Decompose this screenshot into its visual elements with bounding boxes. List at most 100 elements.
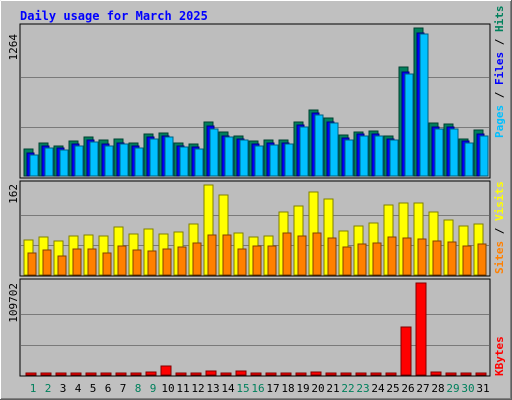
visits-sites-bar-17 [267,245,277,276]
x-tick-label-22: 22 [341,382,354,395]
visits-sites-bar-26 [402,237,412,276]
x-tick-label-12: 12 [191,382,204,395]
visits-sites-bar-31 [477,243,487,276]
visits-sites-bar-8 [132,249,142,276]
visits-sites-bar-27 [417,238,427,276]
hits-pages-bar-14 [224,136,234,177]
visits-sites-bar-4 [72,248,82,276]
kbytes-kbytes-bar-18 [280,372,292,376]
x-tick-label-23: 23 [356,382,369,395]
hits-pages-bar-26 [404,73,414,177]
hits-legend: Pages / Files / Hits [493,6,506,139]
hits-pages-bar-16 [254,145,264,177]
visits-sites-bar-21 [327,237,337,276]
x-tick-label-31: 31 [476,382,489,395]
visits-sites-bar-9 [147,250,157,276]
kbytes-kbytes-bar-24 [370,372,382,376]
x-tick-label-7: 7 [120,382,127,395]
x-tick-label-26: 26 [401,382,414,395]
x-tick-label-29: 29 [446,382,459,395]
hits-pages-bar-15 [239,139,249,177]
hits-pages-bar-9 [149,138,159,177]
kbytes-kbytes-bar-26 [400,326,412,376]
legend-visits: Visits [493,181,506,221]
hits-pages-bar-13 [209,128,219,177]
x-tick-label-2: 2 [45,382,52,395]
kbytes-kbytes-bar-27 [415,282,427,376]
hits-pages-bar-28 [434,128,444,177]
visits-sites-bar-7 [117,245,127,276]
hits-pages-bar-30 [464,142,474,177]
kbytes-panel [19,278,491,377]
kbytes-max-label: 109702 [7,283,20,323]
bars-layer [23,27,489,376]
legend-sites: Sites [493,241,506,274]
kbytes-kbytes-bar-7 [115,372,127,376]
visits-sites-bar-30 [462,245,472,276]
visits-sites-bar-6 [102,252,112,276]
hits-pages-bar-19 [299,126,309,177]
visits-sites-bar-5 [87,248,97,276]
hits-pages-bar-1 [29,154,39,177]
legend-hits: Hits [493,6,506,33]
x-tick-label-14: 14 [221,382,235,395]
hits-pages-bar-8 [134,147,144,177]
kbytes-kbytes-bar-30 [460,372,472,376]
hits-pages-bar-12 [194,148,204,177]
x-tick-label-10: 10 [161,382,174,395]
x-axis-labels: 1 2 3 4 5 6 7 8 9 10 11 12 13 14 15 16 17 18 19 20 21 22 23 24 2… [30,382,490,395]
visits-sites-bar-12 [192,242,202,276]
kbytes-kbytes-bar-28 [430,371,442,376]
hits-pages-bar-25 [389,139,399,177]
hits-pages-bar-21 [329,122,339,177]
hits-pages-bar-4 [74,145,84,177]
x-tick-label-15: 15 [236,382,249,395]
visits-sites-bar-19 [297,235,307,276]
kbytes-kbytes-bar-14 [220,372,232,376]
x-tick-label-1: 1 [30,382,37,395]
chart-title: Daily usage for March 2025 [20,9,208,23]
visits-sites-bar-2 [42,249,52,276]
kbytes-kbytes-bar-6 [100,372,112,376]
visits-sites-bar-15 [237,248,247,276]
x-tick-label-5: 5 [90,382,97,395]
kbytes-kbytes-bar-12 [190,372,202,376]
kbytes-kbytes-bar-23 [355,372,367,376]
legend-pages: Pages [493,105,506,138]
hits-pages-bar-10 [164,136,174,177]
kbytes-kbytes-bar-29 [445,372,457,376]
x-tick-label-4: 4 [75,382,82,395]
x-tick-label-9: 9 [150,382,157,395]
hits-pages-bar-6 [104,145,114,177]
x-tick-label-25: 25 [386,382,399,395]
x-tick-label-16: 16 [251,382,264,395]
legend-kbytes: KBytes [493,336,506,376]
visits-sites-bar-23 [357,243,367,276]
visits-sites-bar-29 [447,241,457,276]
x-tick-label-18: 18 [281,382,294,395]
x-tick-label-6: 6 [105,382,112,395]
hits-pages-bar-2 [44,147,54,177]
visits-sites-bar-20 [312,232,322,276]
hits-pages-bar-20 [314,114,324,177]
kbytes-kbytes-bar-3 [55,372,67,376]
hits-pages-bar-3 [59,149,69,177]
visits-sites-bar-24 [372,242,382,276]
kbytes-kbytes-bar-20 [310,371,322,376]
x-tick-label-17: 17 [266,382,279,395]
kbytes-kbytes-bar-21 [325,372,337,376]
visits-sites-bar-13 [207,234,217,276]
hits-pages-bar-24 [374,135,384,177]
visits-sites-bar-25 [387,236,397,276]
kbytes-kbytes-bar-15 [235,370,247,376]
x-tick-label-21: 21 [326,382,339,395]
x-tick-label-13: 13 [206,382,219,395]
visits-sites-bar-10 [162,248,172,276]
kbytes-kbytes-bar-5 [85,372,97,376]
legend-files: Files [493,52,506,85]
hits-pages-bar-7 [119,143,129,177]
visits-legend: Sites / Visits [493,181,506,274]
x-tick-label-11: 11 [176,382,189,395]
visits-sites-bar-14 [222,234,232,276]
